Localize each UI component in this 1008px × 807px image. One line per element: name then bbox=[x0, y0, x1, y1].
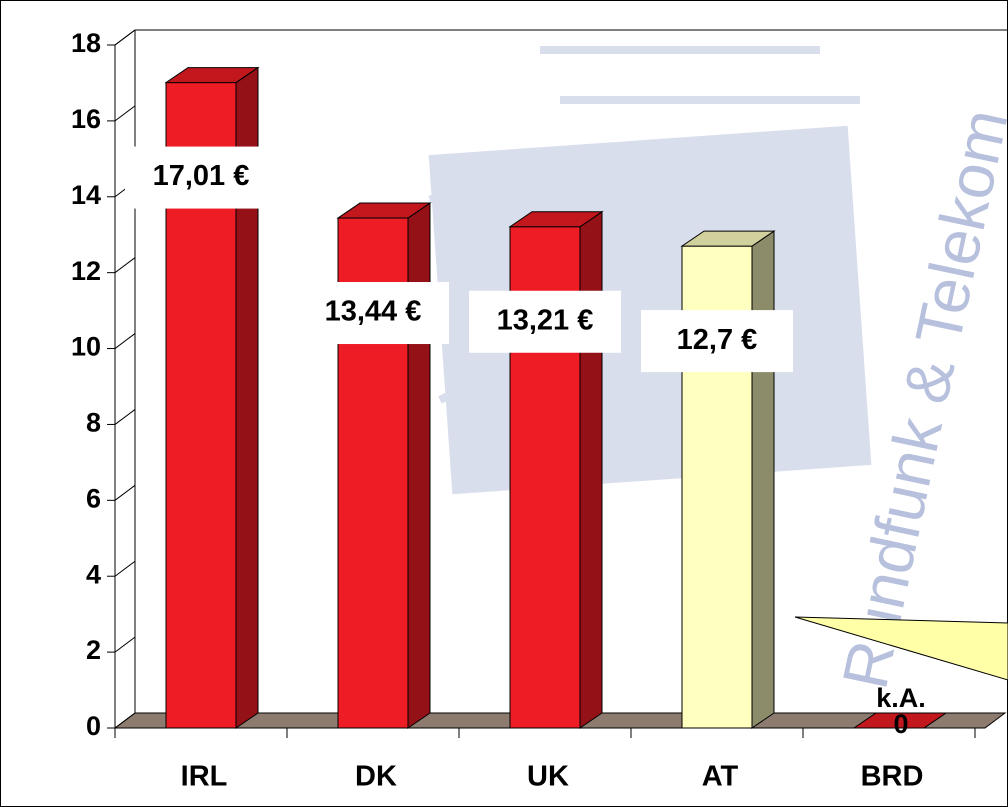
y-tick-label: 12 bbox=[71, 256, 101, 286]
value-label: 13,21 € bbox=[497, 304, 594, 336]
y-tick-label: 6 bbox=[86, 483, 101, 513]
y-tick-label: 14 bbox=[71, 180, 101, 210]
x-tick-label: UK bbox=[527, 761, 569, 793]
y-tick-label: 2 bbox=[86, 635, 101, 665]
y-tick-label: 10 bbox=[71, 332, 101, 362]
value-label: 13,44 € bbox=[325, 296, 422, 328]
y-tick-label: 8 bbox=[86, 408, 101, 438]
x-tick-label: AT bbox=[702, 761, 739, 793]
y-tick-label: 18 bbox=[71, 28, 101, 58]
chart: Rundfunk & Telekom 024681012141618IRL17,… bbox=[0, 0, 1008, 807]
y-tick-label: 4 bbox=[86, 559, 101, 589]
x-tick-label: DK bbox=[355, 761, 397, 793]
value-label: 17,01 € bbox=[153, 160, 250, 192]
x-tick-label: IRL bbox=[181, 761, 228, 793]
bar-side bbox=[580, 212, 602, 728]
value-label: 12,7 € bbox=[677, 324, 758, 356]
y-tick-label: 16 bbox=[71, 104, 101, 134]
annotation: k.A. bbox=[876, 683, 926, 713]
y-tick-label: 0 bbox=[86, 711, 101, 741]
x-tick-label: BRD bbox=[861, 761, 924, 793]
bar-side bbox=[752, 231, 774, 728]
value-label: 0 bbox=[893, 709, 908, 739]
bar-side bbox=[408, 203, 430, 728]
